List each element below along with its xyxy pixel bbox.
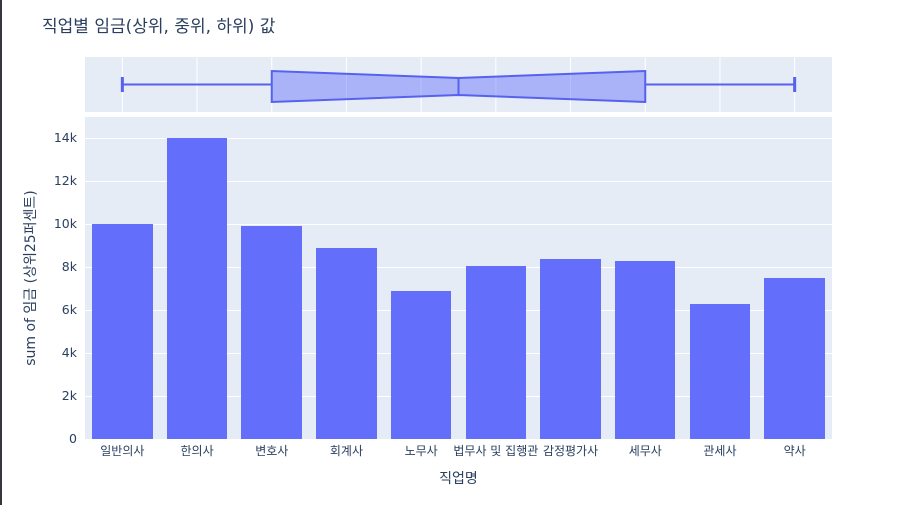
app-frame: 직업별 임금(상위, 중위, 하위) 값 02k4k6k8k10k12k14k … [0, 0, 907, 515]
bar-법무사 및 집행관[interactable] [466, 266, 527, 439]
chart-title: 직업별 임금(상위, 중위, 하위) 값 [42, 12, 275, 37]
bar-한의사[interactable] [167, 138, 228, 439]
bar-세무사[interactable] [615, 261, 676, 439]
x-axis-title: 직업명 [85, 468, 832, 488]
bar-관세사[interactable] [690, 304, 751, 439]
bar-회계사[interactable] [316, 248, 377, 439]
y-tick-2k: 2k [33, 388, 77, 404]
window-left-border [0, 0, 2, 505]
bar-감정평가사[interactable] [540, 259, 601, 439]
bar-약사[interactable] [764, 278, 825, 439]
y-tick-12k: 12k [33, 173, 77, 189]
bar-노무사[interactable] [391, 291, 452, 439]
bar-변호사[interactable] [241, 226, 302, 439]
y-tick-14k: 14k [33, 130, 77, 146]
box-plot-subplot[interactable] [85, 57, 832, 112]
x-tick-약사: 약사 [740, 444, 850, 458]
box-plot-svg [85, 57, 832, 112]
bar-일반의사[interactable] [92, 224, 153, 439]
bar-chart-plot[interactable] [85, 117, 832, 439]
